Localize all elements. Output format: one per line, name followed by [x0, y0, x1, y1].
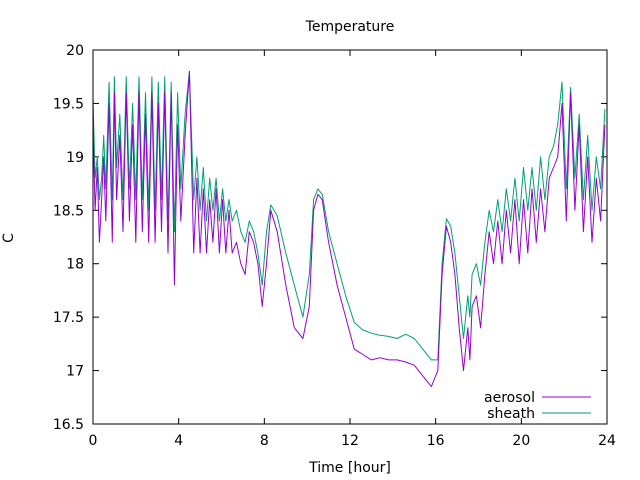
x-tick-label: 16 [427, 433, 445, 449]
y-tick-label: 17 [66, 364, 84, 380]
series-layer [92, 70, 606, 388]
x-tick-label: 20 [512, 433, 530, 449]
y-tick-label: 18 [66, 257, 84, 273]
x-tick-label: 12 [341, 433, 359, 449]
plot-frame [92, 49, 608, 425]
y-tick-label: 16.5 [53, 417, 84, 433]
y-tick-label: 19 [66, 150, 84, 166]
y-tick-label: 17.5 [53, 310, 84, 326]
y-tick-label: 20 [66, 43, 84, 59]
chart-title: Temperature [305, 19, 395, 35]
series-line-aerosol [92, 70, 606, 388]
series-line-sheath [92, 70, 606, 361]
y-tick-label: 19.5 [53, 96, 84, 112]
y-axis-label: C [1, 233, 17, 243]
x-tick-label: 8 [260, 433, 269, 449]
x-axis-label: Time [hour] [308, 460, 391, 476]
legend-label-sheath: sheath [487, 406, 535, 422]
x-tick-label: 0 [89, 433, 98, 449]
axis-ticks: 0 4 8 12 16 20 24 16.5 17 17.5 18 18.5 19 19.5 20 [53, 43, 616, 449]
legend-label-aerosol: aerosol [484, 390, 535, 406]
x-tick-label: 24 [598, 433, 616, 449]
y-tick-label: 18.5 [53, 203, 84, 219]
x-tick-label: 4 [174, 433, 183, 449]
